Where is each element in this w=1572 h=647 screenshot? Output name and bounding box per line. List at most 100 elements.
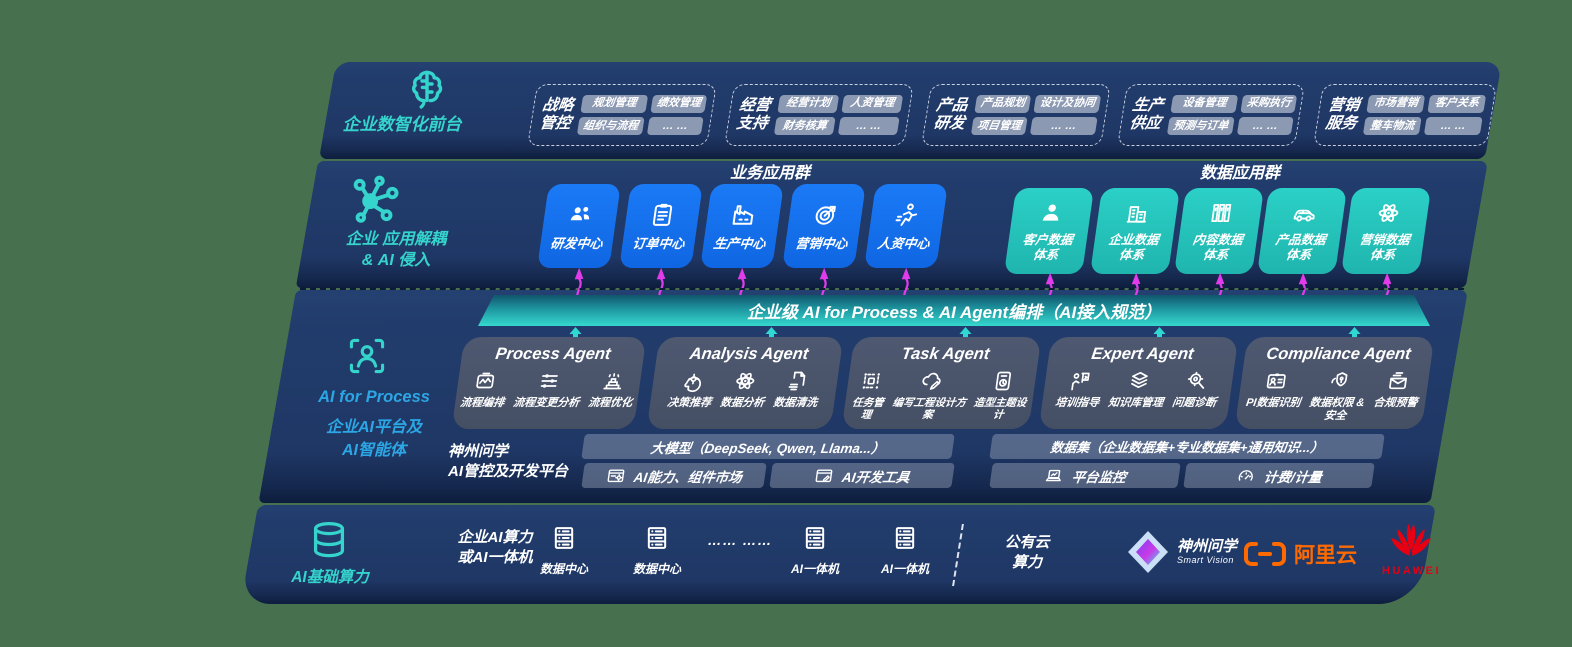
car-icon [1290,200,1320,226]
diagnose-icon [1184,369,1211,393]
agent-title: Expert Agent [1090,345,1195,363]
server-icon [891,522,919,554]
person-icon [1037,200,1067,226]
group-strategy: 战略 管控 规划管理 绩效管理 组织与流程 … … [527,84,717,146]
ai-bus-label: 企业级 AI for Process & AI Agent编排（AI接入规范） [746,303,1162,322]
node-label: AI一体机 [880,562,929,576]
smartvision-name: 神州问学 [1177,537,1238,555]
group-title: 生产 供应 [1128,96,1165,132]
task-agent-box: Task Agent 任务管理 编写工程设计方案 造型主题设计 [841,337,1042,429]
ai-appliance-node: AI一体机 [778,522,852,577]
group-item: … … [1423,117,1483,136]
tile-marketing-data: 营销数据 体系 [1340,188,1432,274]
cell-label: AI开发工具 [840,469,911,485]
target-icon [810,201,842,229]
tile-content-data: 内容数据 体系 [1173,188,1265,274]
group-item: 财务核算 [773,117,836,136]
group-product: 产品 研发 产品规划 设计及协同 项目管理 … … [921,84,1111,146]
ai-devtools-cell: AI开发工具 [769,463,955,488]
group-title: 战略 管控 [538,96,575,132]
agent-item-label: 数据清洗 [772,397,819,409]
group-title: 经营 支持 [735,96,772,132]
dataset-bar-label: 数据集（企业数据集+专业数据集+通用知识...） [1049,440,1325,455]
mail-alert-icon [1385,369,1412,393]
model-bar-label: 大模型（DeepSeek, Qwen, Llama...） [649,440,886,456]
group-item: 绩效管理 [650,94,708,113]
compute-label: AI基础算力 [291,569,369,586]
expert-agent-box: Expert Agent 培训指导 知识库管理 问题诊断 [1038,337,1239,429]
group-item: … … [837,117,900,136]
tile-label: 内容数据 体系 [1191,232,1244,262]
tile-order-center: 订单中心 [619,184,703,268]
agent-item-label: 问题诊断 [1171,397,1218,409]
id-card-icon [1263,369,1290,393]
window-pen-icon [813,466,836,486]
team-icon [565,201,597,229]
datacenter-node: 数据中心 [620,522,694,577]
aliyun-bracket-icon [1244,542,1286,566]
business-apps-header: 业务应用群 [729,165,810,182]
tile-label: 生产中心 [712,235,767,251]
group-operation: 经营 支持 经营计划 人资管理 财务核算 … … [724,84,914,146]
bus-dashed-line [299,288,1465,290]
agent-title: Process Agent [494,345,612,363]
frontstage-label: 企业数智化前台 [342,115,462,134]
window-gear-icon [605,466,628,486]
node-label: AI一体机 [790,562,839,576]
tile-label: 营销数据 体系 [1358,232,1411,262]
tablet-check-icon [989,369,1016,393]
agent-item-label: 数据权限 & 安全 [1308,397,1366,422]
process-agent-box: Process Agent 流程编排 流程变更分析 流程优化 [451,337,647,429]
compliance-agent-box: Compliance Agent PI数据识别 数据权限 & 安全 合规预警 [1234,337,1435,429]
group-marketing: 营销 服务 市场营销 客户关系 整车物流 … … [1313,84,1497,146]
atom-icon [732,369,759,393]
platform-monitor-cell: 平台监控 [989,463,1181,488]
agent-item-label: 知识库管理 [1107,397,1165,409]
group-item: … … [646,117,704,136]
tile-hr-center: 人资中心 [864,184,948,268]
group-item: 人资管理 [841,94,904,113]
people-run-icon [892,201,924,229]
agent-title: Analysis Agent [688,345,810,363]
agent-item-label: 培训指导 [1054,397,1101,409]
sliders-icon [536,369,563,393]
workflow-icon [472,369,499,393]
cell-label: 计费/计量 [1262,469,1323,485]
agent-item-label: 编写工程设计方案 [891,397,967,422]
tile-label: 订单中心 [631,235,686,251]
agent-item-label: 流程编排 [459,397,506,409]
huawei-fan-icon [1391,523,1431,556]
smartvision-diamond-icon [1128,531,1168,573]
platform-label-line1: 神州问学 [448,443,509,460]
factory-icon [728,201,760,229]
datacenter-node: 数据中心 [527,522,601,577]
group-item: 客户关系 [1427,94,1487,113]
tile-rd-center: 研发中心 [537,184,621,268]
tile-label: 企业数据 体系 [1107,232,1160,262]
platform-label-line2: AI管控及开发平台 [448,463,569,480]
apps-label: 企业 应用解耦 & AI 侵入 [345,231,447,269]
smartvision-logo: 神州问学 Smart Vision [1126,529,1237,575]
training-icon [1067,369,1094,393]
node-label: 数据中心 [539,562,588,576]
huawei-name: HUAWEI [1382,565,1441,577]
enterprise-compute-label: 企业AI算力 或AI一体机 [457,529,533,567]
node-label: 数据中心 [632,562,681,576]
atom-icon [1374,200,1404,226]
group-item: 组织与流程 [576,117,645,136]
group-item: 设计及协同 [1033,94,1102,113]
tile-enterprise-data: 企业数据 体系 [1089,188,1181,274]
server-icon [550,522,578,554]
group-item: 项目管理 [970,117,1028,136]
shield-icon [1326,369,1353,393]
billing-cell: 计费/计量 [1183,463,1375,488]
tile-marketing-center: 营销中心 [782,184,866,268]
head-gear-icon [679,369,706,393]
clipboard-icon [647,201,679,229]
group-item: 市场营销 [1366,94,1426,113]
building-icon [1123,200,1153,226]
agent-title: Compliance Agent [1265,345,1412,363]
group-item: … … [1029,117,1098,136]
cloud-pen-icon [919,369,946,393]
